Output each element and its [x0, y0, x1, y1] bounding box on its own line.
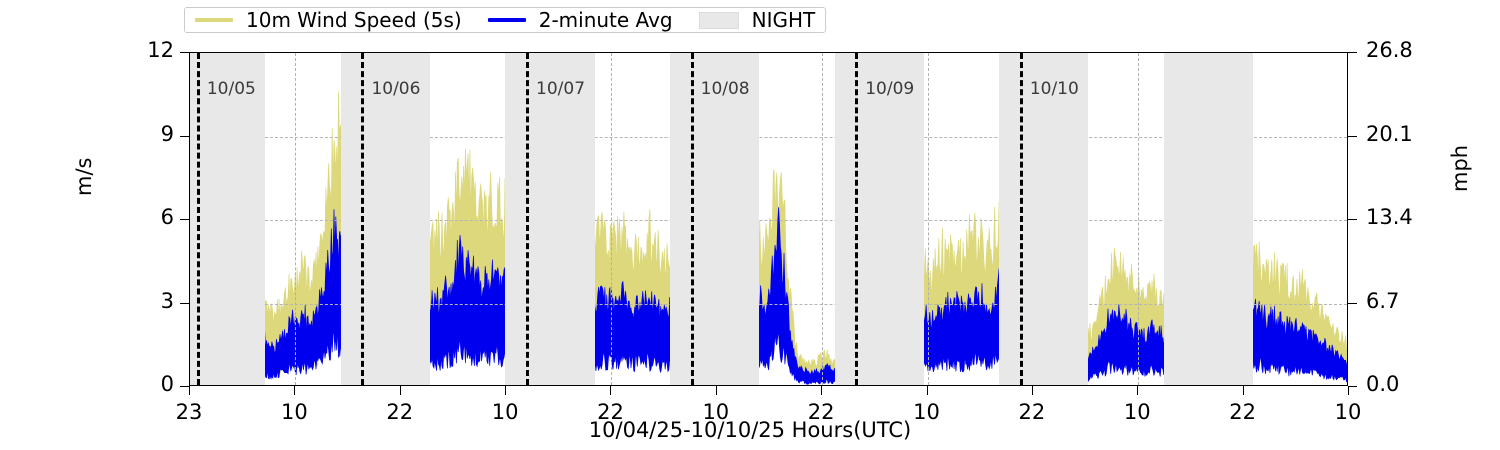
y-axis-left-tick-label: 9 — [160, 121, 174, 146]
night-shading-band — [1163, 53, 1253, 385]
y-axis-right-tick — [1348, 52, 1357, 53]
vertical-gridline — [295, 53, 297, 385]
x-axis-tick-label: 23 — [175, 400, 203, 424]
day-label: 10/08 — [700, 79, 750, 99]
y-axis-left-title: m/s — [72, 157, 96, 196]
x-axis-tick — [1031, 386, 1033, 395]
x-axis-tick — [1137, 386, 1139, 395]
y-axis-right-tick — [1348, 386, 1357, 387]
x-axis-tick — [189, 386, 190, 395]
night-shading-band — [670, 53, 760, 385]
y-axis-left-tick — [180, 386, 189, 387]
day-label: 10/06 — [371, 79, 421, 99]
legend-label-night: NIGHT — [751, 8, 816, 32]
x-axis-tick — [715, 386, 717, 395]
day-separator-line — [855, 53, 859, 385]
y-axis-left-tick-label: 3 — [160, 288, 174, 313]
horizontal-gridline — [190, 220, 1347, 221]
vertical-gridline — [822, 53, 824, 385]
night-shading-band — [190, 53, 266, 385]
y-axis-left-tick-label: 0 — [160, 372, 174, 396]
day-separator-line — [361, 53, 365, 385]
night-patch-swatch — [698, 11, 739, 29]
y-axis-right-tick-label: 20.1 — [1366, 121, 1413, 146]
night-shading-band — [999, 53, 1089, 385]
x-axis-tick — [294, 386, 296, 395]
x-axis-tick-label: 22 — [1229, 400, 1256, 424]
y-axis-right-title: mph — [1448, 144, 1472, 192]
night-shading-band — [340, 53, 431, 385]
y-axis-right-tick-label: 13.4 — [1366, 205, 1413, 229]
x-axis-tick-label: 22 — [1018, 400, 1046, 424]
x-axis-tick-label: 10 — [702, 400, 730, 424]
legend-label-gust: 10m Wind Speed (5s) — [246, 8, 462, 32]
horizontal-gridline — [190, 136, 1347, 138]
y-axis-left-tick — [180, 135, 189, 137]
legend-entry-avg: 2-minute Avg — [487, 8, 673, 32]
day-separator-line — [690, 53, 694, 385]
x-axis-tick-label: 22 — [807, 400, 835, 424]
x-axis-tick — [926, 386, 928, 395]
x-axis-tick-label: 10 — [1123, 400, 1151, 424]
avg-line-swatch — [487, 18, 526, 22]
y-axis-right-tick — [1348, 219, 1357, 220]
x-axis-tick — [610, 386, 612, 395]
x-axis-tick — [505, 386, 507, 395]
legend-label-avg: 2-minute Avg — [538, 8, 673, 32]
day-separator-line — [1019, 53, 1023, 385]
x-axis-tick — [399, 386, 401, 395]
day-label: 10/10 — [1029, 79, 1079, 99]
night-shading-band — [834, 53, 924, 385]
y-axis-left-tick-label: 12 — [147, 38, 174, 62]
x-axis-tick-label: 10 — [913, 400, 940, 424]
day-separator-line — [196, 53, 200, 385]
x-axis-tick-label: 10 — [1334, 400, 1362, 424]
vertical-gridline — [927, 53, 929, 385]
chart-legend: 10m Wind Speed (5s) 2-minute Avg NIGHT — [184, 7, 827, 33]
legend-entry-night: NIGHT — [698, 8, 816, 32]
x-axis-title: 10/04/25-10/10/25 Hours(UTC) — [588, 418, 912, 442]
x-axis-tick — [1242, 386, 1244, 395]
legend-entry-gust: 10m Wind Speed (5s) — [195, 8, 462, 32]
y-axis-right-tick-label: 0.0 — [1366, 372, 1400, 396]
y-axis-left-tick — [180, 302, 189, 304]
x-axis-tick — [1348, 386, 1349, 395]
day-label: 10/09 — [865, 79, 915, 99]
plot-area: 10/05 10/06 10/07 10/08 10/09 10/10 — [189, 52, 1348, 386]
vertical-gridline — [1138, 53, 1140, 385]
day-separator-line — [526, 53, 530, 385]
y-axis-right-tick — [1348, 302, 1357, 304]
x-axis-tick-label: 10 — [280, 400, 308, 424]
night-shading-band — [505, 53, 595, 385]
horizontal-gridline — [190, 303, 1347, 305]
x-axis-tick-label: 22 — [386, 400, 414, 424]
y-axis-left-tick — [180, 52, 189, 53]
x-axis-tick-label: 22 — [597, 400, 624, 424]
day-label: 10/07 — [536, 79, 586, 99]
day-label: 10/05 — [206, 79, 256, 99]
gust-line-swatch — [195, 18, 233, 22]
y-axis-right-tick-label: 6.7 — [1366, 288, 1400, 313]
y-axis-left-tick — [180, 219, 189, 220]
y-axis-right-tick-label: 26.8 — [1366, 38, 1413, 62]
y-axis-right-tick — [1348, 135, 1357, 137]
y-axis-left-tick-label: 6 — [160, 205, 174, 229]
vertical-gridline — [611, 53, 613, 385]
x-axis-tick — [821, 386, 823, 395]
x-axis-tick-label: 10 — [491, 400, 519, 424]
